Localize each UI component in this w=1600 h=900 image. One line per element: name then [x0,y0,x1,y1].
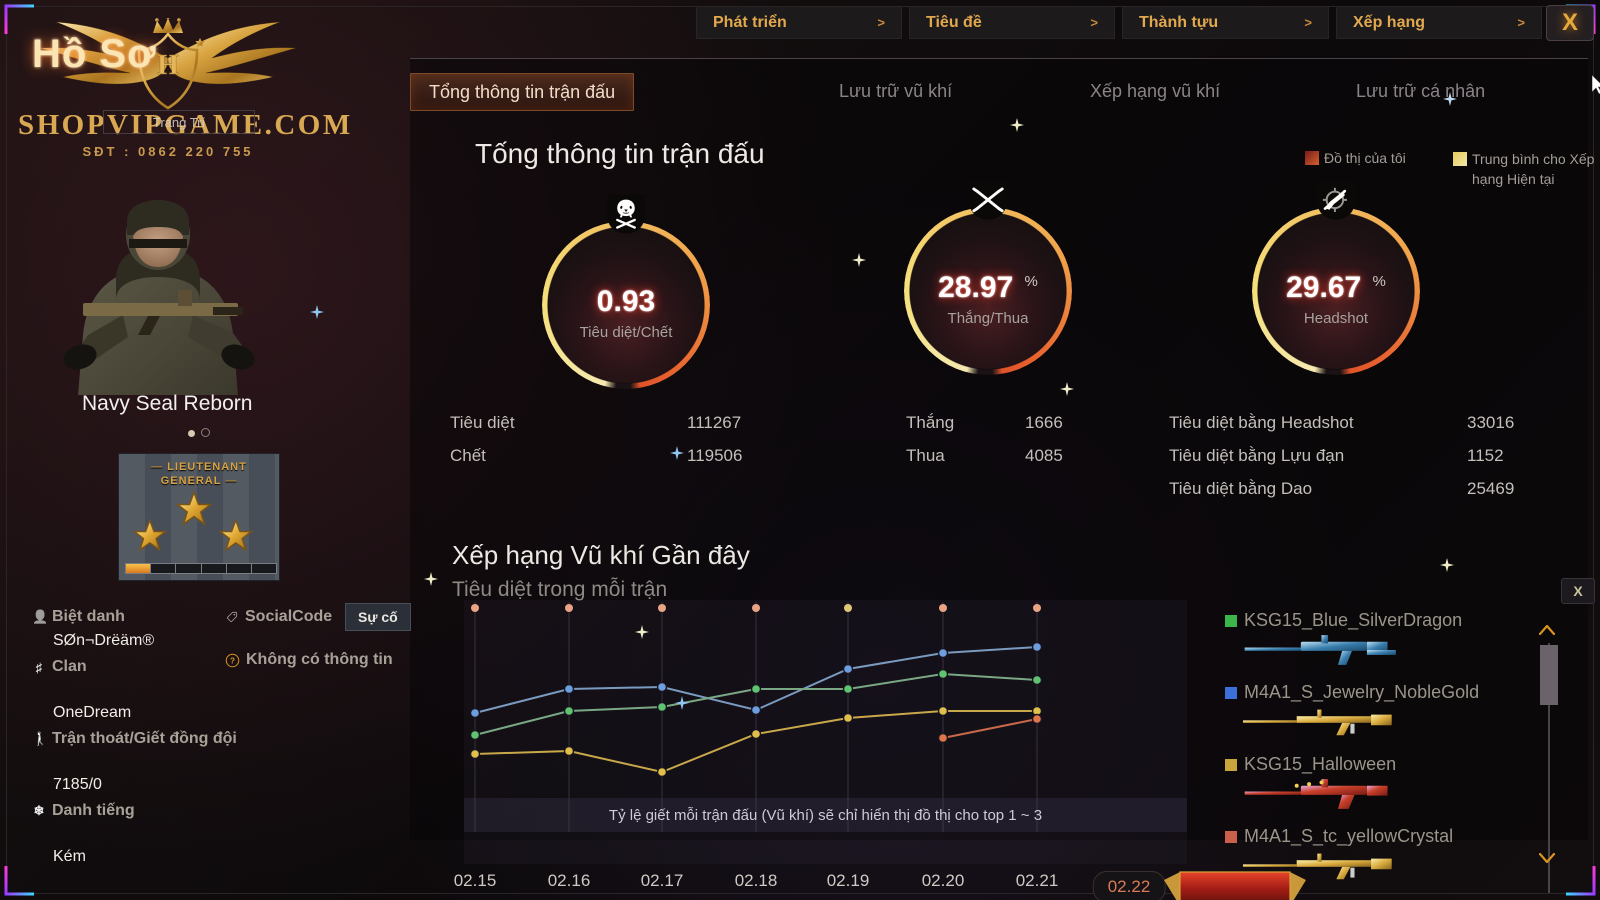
svg-text:?: ? [230,656,235,665]
svg-text:H: H [157,50,179,81]
